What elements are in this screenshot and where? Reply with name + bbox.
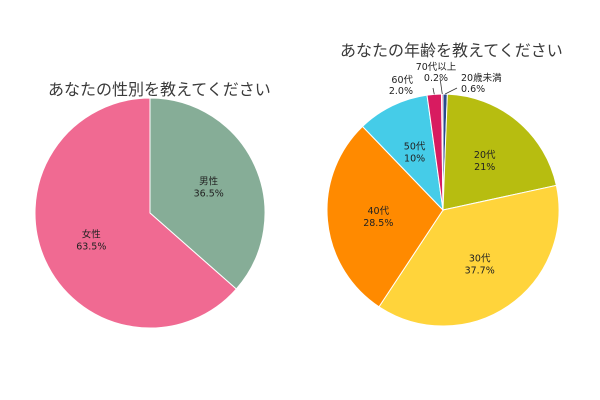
age-value-label-1: 21% [474, 162, 495, 173]
age-category-label-1: 20代 [474, 150, 496, 161]
gender-category-label-0: 男性 [199, 175, 219, 187]
gender-pie-slice-1 [34, 97, 237, 329]
gender-pie-slice-0 [149, 97, 266, 290]
age-value-label-0: 0.6% [461, 84, 485, 95]
gender-value-label-1: 63.5% [76, 242, 106, 253]
age-leader-line-5 [432, 87, 435, 95]
age-pie-slice-4 [361, 94, 444, 212]
age-category-label-3: 40代 [368, 206, 390, 217]
age-leader-line-6 [439, 77, 443, 95]
age-value-label-5: 2.0% [389, 86, 413, 97]
age-value-label-2: 37.7% [465, 266, 495, 277]
age-value-label-6: 0.2% [424, 73, 448, 84]
gender-chart-title: あなたの性別を教えてください [48, 80, 271, 99]
age-category-label-2: 30代 [469, 254, 491, 265]
age-category-label-4: 50代 [404, 142, 426, 153]
age-value-label-3: 28.5% [363, 218, 393, 229]
gender-category-label-1: 女性 [82, 229, 102, 241]
age-category-label-5: 60代 [391, 75, 413, 86]
age-pie-slice-1 [442, 93, 557, 211]
gender-value-label-0: 36.5% [194, 188, 224, 199]
age-pie-slice-3 [326, 125, 444, 308]
age-value-label-4: 10% [404, 154, 425, 165]
age-pie-slice-2 [378, 184, 560, 327]
age-leader-line-0 [445, 87, 458, 95]
age-chart-title: あなたの年齢を教えてください [340, 41, 563, 60]
age-category-label-6: 70代以上 [416, 62, 457, 73]
age-pie-slice-6 [441, 93, 444, 211]
age-category-label-0: 20歳未満 [461, 72, 502, 84]
